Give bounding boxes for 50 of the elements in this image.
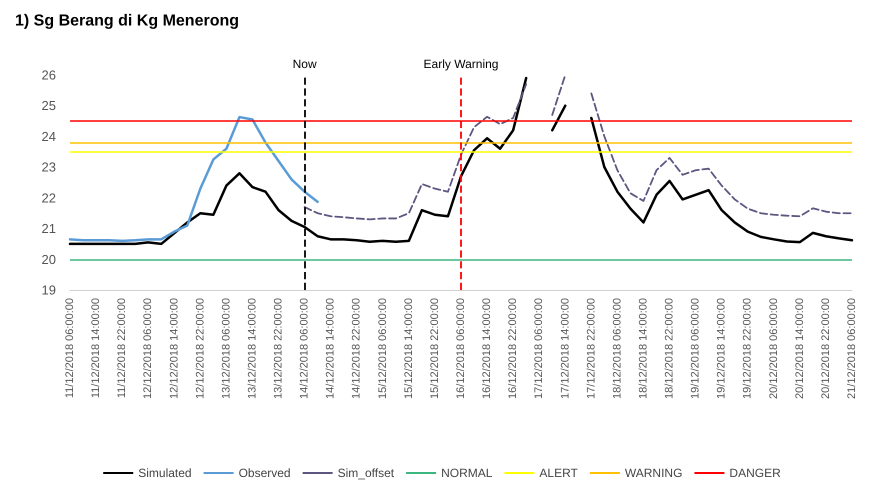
x-tick-label: 14/12/2018 22:00:00 <box>350 298 363 399</box>
x-tick-label: 17/12/2018 06:00:00 <box>533 298 546 399</box>
chart-title: 1) Sg Berang di Kg Menerong <box>15 12 240 30</box>
ref-line-label: Now <box>292 57 317 71</box>
legend-label: WARNING <box>624 466 682 480</box>
x-tick-label: 18/12/2018 06:00:00 <box>611 298 624 399</box>
y-tick-label: 26 <box>42 68 56 82</box>
legend-label: Observed <box>238 466 291 480</box>
x-tick-label: 11/12/2018 14:00:00 <box>90 298 102 398</box>
x-tick-label: 13/12/2018 14:00:00 <box>246 298 258 399</box>
x-tick-label: 13/12/2018 06:00:00 <box>220 298 232 399</box>
y-tick-label: 20 <box>42 252 56 267</box>
y-tick-label: 24 <box>42 128 56 144</box>
x-tick-label: 16/12/2018 14:00:00 <box>481 298 494 399</box>
y-tick-label: 21 <box>42 221 56 236</box>
y-tick-label: 23 <box>42 160 56 175</box>
x-tick-label: 19/12/2018 06:00:00 <box>690 298 702 399</box>
x-tick-label: 16/12/2018 22:00:00 <box>507 298 520 399</box>
legend-label: NORMAL <box>441 466 493 480</box>
x-tick-label: 12/12/2018 22:00:00 <box>194 298 206 399</box>
x-tick-label: 15/12/2018 06:00:00 <box>376 298 389 399</box>
x-tick-label: 21/12/2018 06:00:00 <box>846 298 858 399</box>
x-tick-label: 20/12/2018 14:00:00 <box>794 298 806 399</box>
x-tick-label: 17/12/2018 22:00:00 <box>585 298 598 399</box>
y-tick-label: 25 <box>42 98 56 114</box>
y-tick-label: 19 <box>42 282 56 298</box>
x-tick-label: 12/12/2018 14:00:00 <box>168 298 180 399</box>
x-tick-label: 15/12/2018 14:00:00 <box>402 298 415 399</box>
ref-line-label: Early Warning <box>424 57 498 71</box>
legend-label: DANGER <box>729 466 782 480</box>
x-tick-label: 16/12/2018 06:00:00 <box>455 298 467 399</box>
x-tick-label: 12/12/2018 06:00:00 <box>142 298 154 399</box>
x-tick-label: 15/12/2018 22:00:00 <box>428 298 441 399</box>
x-tick-label: 20/12/2018 22:00:00 <box>820 298 832 399</box>
x-tick-label: 20/12/2018 06:00:00 <box>768 298 780 399</box>
y-tick-label: 22 <box>42 190 56 206</box>
legend-label: Simulated <box>138 466 192 480</box>
x-tick-label: 11/12/2018 22:00:00 <box>116 298 128 398</box>
x-tick-label: 11/12/2018 06:00:00 <box>64 298 76 398</box>
x-tick-label: 18/12/2018 14:00:00 <box>637 298 650 399</box>
legend-label: ALERT <box>539 466 579 480</box>
x-tick-label: 17/12/2018 14:00:00 <box>559 298 572 399</box>
x-tick-label: 18/12/2018 22:00:00 <box>664 298 676 399</box>
line-series <box>68 116 319 242</box>
x-tick-label: 13/12/2018 22:00:00 <box>272 298 285 399</box>
x-tick-label: 14/12/2018 14:00:00 <box>324 298 337 399</box>
x-tick-label: 14/12/2018 06:00:00 <box>298 298 311 399</box>
legend-label: Sim_offset <box>338 466 395 480</box>
x-tick-label: 19/12/2018 22:00:00 <box>742 298 754 399</box>
x-tick-label: 19/12/2018 14:00:00 <box>716 298 728 399</box>
